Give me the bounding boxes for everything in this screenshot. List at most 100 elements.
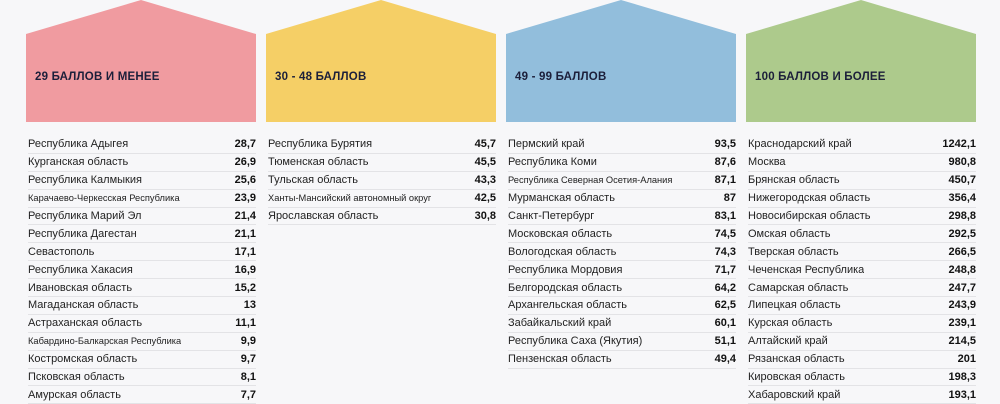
table-row: Республика Адыгея 28,7 — [28, 136, 256, 154]
table-row: Пермский край 93,5 — [508, 136, 736, 154]
region-score: 239,1 — [948, 317, 976, 330]
region-name: Омская область — [748, 227, 831, 240]
table-row: Новосибирская область 298,8 — [748, 208, 976, 226]
region-name: Карачаево-Черкесская Республика — [28, 193, 180, 204]
region-score: 8,1 — [240, 371, 256, 384]
region-score: 266,5 — [948, 245, 976, 258]
table-row: Республика Северная Осетия-Алания 87,1 — [508, 172, 736, 190]
group-header: 49 - 99 БАЛЛОВ — [506, 0, 736, 122]
region-score: 17,1 — [234, 245, 256, 258]
region-score: 45,5 — [474, 156, 496, 169]
table-row: Самарская область 247,7 — [748, 279, 976, 298]
table-row: Мурманская область 87 — [508, 190, 736, 208]
table-row: Рязанская область 201 — [748, 351, 976, 369]
group-header: 30 - 48 БАЛЛОВ — [266, 0, 496, 122]
group-label: 49 - 99 БАЛЛОВ — [515, 71, 607, 83]
region-score: 450,7 — [948, 174, 976, 187]
region-name: Республика Северная Осетия-Алания — [508, 175, 673, 186]
table-row: Республика Дагестан 21,1 — [28, 225, 256, 244]
house-fill — [746, 0, 976, 122]
house-shape — [746, 0, 976, 122]
region-name: Магаданская область — [28, 299, 139, 312]
region-score: 248,8 — [948, 263, 976, 276]
table-row: Алтайский край 214,5 — [748, 333, 976, 351]
region-name: Забайкальский край — [508, 317, 612, 330]
region-score: 9,7 — [240, 353, 256, 366]
region-name: Курская область — [748, 317, 833, 330]
region-score: 43,3 — [474, 174, 496, 187]
region-score: 28,7 — [234, 138, 256, 151]
region-score: 193,1 — [948, 388, 976, 401]
region-score: 30,8 — [474, 210, 496, 222]
table-row: Кабардино-Балкарская Республика 9,9 — [28, 333, 256, 351]
region-name: Мурманская область — [508, 192, 615, 205]
region-score: 42,5 — [474, 192, 496, 205]
region-name: Вологодская область — [508, 245, 617, 258]
region-name: Ивановская область — [28, 281, 133, 294]
region-score: 356,4 — [948, 192, 976, 205]
region-name: Республика Калмыкия — [28, 174, 142, 187]
region-name: Севастополь — [28, 245, 95, 258]
table-row: Краснодарский край 1242,1 — [748, 136, 976, 154]
region-score: 83,1 — [714, 210, 736, 222]
region-score: 21,4 — [234, 210, 256, 222]
region-score: 71,7 — [714, 263, 736, 276]
region-name: Республика Хакасия — [28, 263, 133, 276]
table-row: Астраханская область 11,1 — [28, 315, 256, 333]
table-row: Магаданская область 13 — [28, 297, 256, 315]
region-score: 243,9 — [948, 299, 976, 312]
region-name: Брянская область — [748, 174, 840, 187]
region-name: Белгородская область — [508, 281, 623, 294]
region-name: Тверская область — [748, 245, 839, 258]
table-row: Республика Хакасия 16,9 — [28, 261, 256, 280]
table-row: Псковская область 8,1 — [28, 369, 256, 387]
region-name: Пермский край — [508, 138, 585, 151]
table-row: Республика Коми 87,6 — [508, 154, 736, 172]
table-row: Севастополь 17,1 — [28, 243, 256, 262]
region-score: 87,1 — [714, 174, 736, 187]
group-header: 100 БАЛЛОВ И БОЛЕЕ — [746, 0, 976, 122]
house-shape — [26, 0, 256, 122]
table-row: Брянская область 450,7 — [748, 172, 976, 190]
region-name: Ханты-Мансийский автономный округ — [268, 193, 432, 204]
region-list: Краснодарский край 1242,1 Москва 980,8 Брянс… — [748, 136, 976, 404]
region-name: Республика Коми — [508, 156, 597, 169]
group-label: 30 - 48 БАЛЛОВ — [275, 71, 367, 83]
region-score: 62,5 — [714, 299, 736, 312]
region-score: 93,5 — [714, 138, 736, 151]
region-name: Московская область — [508, 227, 613, 240]
table-row: Пензенская область 49,4 — [508, 351, 736, 369]
table-row: Липецкая область 243,9 — [748, 297, 976, 315]
house-shape — [506, 0, 736, 122]
table-row: Карачаево-Черкесская Республика 23,9 — [28, 190, 256, 208]
table-row: Республика Бурятия 45,7 — [268, 136, 496, 154]
region-name: Хабаровский край — [748, 388, 841, 401]
region-score: 11,1 — [235, 317, 256, 330]
region-name: Псковская область — [28, 371, 125, 384]
region-name: Астраханская область — [28, 317, 143, 330]
region-name: Краснодарский край — [748, 138, 852, 151]
table-row: Забайкальский край 60,1 — [508, 315, 736, 333]
region-name: Республика Бурятия — [268, 138, 373, 151]
table-row: Тульская область 43,3 — [268, 172, 496, 190]
group-label: 29 БАЛЛОВ И МЕНЕЕ — [35, 71, 160, 83]
region-name: Рязанская область — [748, 353, 845, 366]
region-score: 980,8 — [948, 156, 976, 169]
region-list: Пермский край 93,5 Республика Коми 87,6 Респ… — [508, 136, 736, 369]
region-score: 201 — [957, 353, 976, 366]
region-name: Самарская область — [748, 281, 849, 294]
table-row: Белгородская область 64,2 — [508, 279, 736, 298]
region-score: 74,3 — [714, 245, 736, 258]
region-name: Ярославская область — [268, 210, 379, 222]
region-score: 298,8 — [948, 210, 976, 222]
region-score: 9,9 — [240, 335, 256, 348]
group-header: 29 БАЛЛОВ И МЕНЕЕ — [26, 0, 256, 122]
region-score: 25,6 — [234, 174, 256, 187]
region-score: 87,6 — [714, 156, 736, 169]
region-score: 87 — [723, 192, 736, 205]
region-score: 247,7 — [948, 281, 976, 294]
region-score: 74,5 — [714, 227, 736, 240]
region-name: Кировская область — [748, 371, 845, 384]
region-name: Республика Мордовия — [508, 263, 623, 276]
region-name: Нижегородская область — [748, 192, 871, 205]
